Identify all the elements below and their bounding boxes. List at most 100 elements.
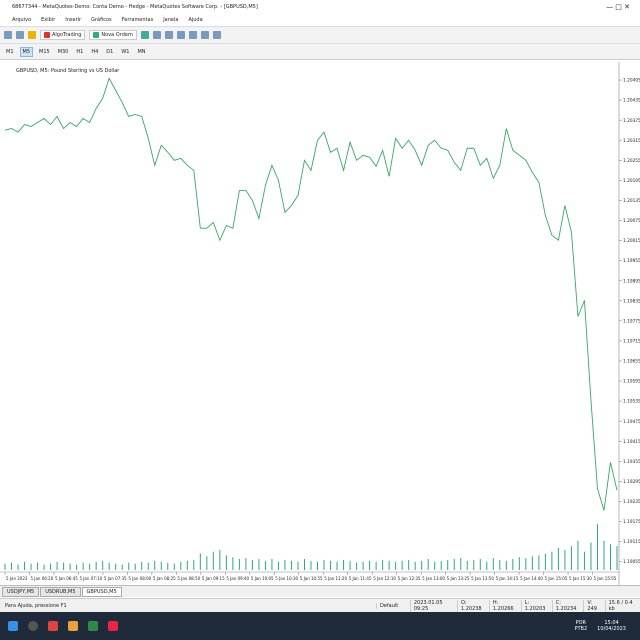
menu-item[interactable]: Ajuda bbox=[188, 17, 203, 23]
timeframe-button[interactable]: D1 bbox=[106, 48, 114, 55]
timeframe-bar: M1 M5 M15 M30 H1 H4 D1 W1 MN bbox=[0, 44, 640, 60]
language: POR bbox=[575, 620, 587, 626]
tool-icon[interactable] bbox=[4, 31, 12, 39]
menu-item[interactable]: Ferramentas bbox=[121, 17, 154, 23]
y-tick-label: 1.19595 bbox=[623, 379, 640, 385]
chart-title: GBPUSD, M5: Pound Sterling vs US Dollar bbox=[16, 68, 120, 74]
x-tick-label: 5 Jan 15:30 bbox=[569, 576, 592, 581]
y-tick-label: 1.19235 bbox=[623, 499, 640, 505]
timeframe-button[interactable]: H4 bbox=[91, 48, 99, 55]
timeframe-button[interactable]: M15 bbox=[39, 48, 50, 55]
title-bar: 68677344 - MetaQuotes-Demo: Conta Demo -… bbox=[0, 0, 640, 14]
status-open: O: 1.20238 bbox=[456, 599, 489, 612]
x-tick-label: 5 Jan 10:30 bbox=[275, 576, 298, 581]
x-tick-label: 5 Jan 13:25 bbox=[447, 576, 470, 581]
y-tick-label: 1.19955 bbox=[623, 258, 640, 264]
clock-time: 15:04 bbox=[604, 620, 619, 626]
language-indicator[interactable]: POR PTB2 bbox=[574, 620, 587, 632]
search-button[interactable] bbox=[28, 621, 38, 631]
y-tick-label: 1.20255 bbox=[623, 158, 640, 164]
tool-icon[interactable] bbox=[28, 31, 36, 39]
x-tick-label: 5 Jan 2023 bbox=[6, 576, 28, 581]
app-icon[interactable] bbox=[88, 621, 98, 631]
status-traffic: 15.6 / 0.4 kb bbox=[604, 599, 640, 612]
x-tick-label: 5 Jan 11:45 bbox=[349, 576, 372, 581]
button-label: Nova Ordem bbox=[101, 32, 133, 38]
tool-icon[interactable] bbox=[16, 31, 24, 39]
y-tick-label: 1.20195 bbox=[623, 178, 640, 184]
tool-icon[interactable] bbox=[152, 31, 161, 39]
tool-icon[interactable] bbox=[140, 31, 149, 39]
x-tick-label: 5 Jan 06:20 bbox=[30, 576, 53, 581]
button-label: AlgoTrading bbox=[52, 32, 82, 38]
tool-icon[interactable] bbox=[188, 31, 197, 39]
clock[interactable]: 15:04 10/04/2023 bbox=[597, 620, 640, 632]
menu-item[interactable]: Gráficos bbox=[91, 17, 112, 23]
status-bar: Para Ajuda, pressione F1 Default 2023.01… bbox=[0, 598, 640, 612]
menu-bar: Arquivo Exibir Inserir Gráficos Ferramentas J… bbox=[0, 14, 640, 26]
y-tick-label: 1.19415 bbox=[623, 439, 640, 445]
x-tick-label: 5 Jan 08:50 bbox=[177, 576, 200, 581]
y-tick-label: 1.19175 bbox=[623, 519, 640, 525]
y-tick-label: 1.19475 bbox=[623, 419, 640, 425]
tool-icon[interactable] bbox=[164, 31, 173, 39]
y-tick-label: 1.19775 bbox=[623, 318, 640, 324]
y-tick-label: 1.20135 bbox=[623, 198, 640, 204]
chart-tab[interactable]: USDRUB,M5 bbox=[40, 586, 81, 597]
chart-tab[interactable]: GBPUSD,M5 bbox=[81, 586, 122, 597]
x-tick-label: 5 Jan 12:35 bbox=[398, 576, 421, 581]
status-low: L: 1.20203 bbox=[520, 599, 552, 612]
window-title: 68677344 - MetaQuotes-Demo: Conta Demo -… bbox=[12, 4, 258, 10]
x-tick-label: 5 Jan 08:00 bbox=[128, 576, 151, 581]
timeframe-button[interactable]: M30 bbox=[57, 48, 69, 55]
menu-item[interactable]: Exibir bbox=[41, 17, 56, 23]
timeframe-button[interactable]: H1 bbox=[76, 48, 84, 55]
timeframe-button[interactable]: M1 bbox=[6, 48, 14, 55]
y-tick-label: 1.19355 bbox=[623, 459, 640, 465]
menu-item[interactable]: Janela bbox=[163, 17, 179, 23]
status-time: 2023.01.05 09:25 bbox=[409, 599, 457, 612]
menu-item[interactable]: Arquivo bbox=[12, 17, 32, 23]
x-tick-label: 5 Jan 14:15 bbox=[496, 576, 519, 581]
timeframe-button[interactable]: M5 bbox=[19, 46, 33, 57]
tool-icon[interactable] bbox=[200, 31, 209, 39]
y-tick-label: 1.19895 bbox=[623, 278, 640, 284]
y-tick-label: 1.19715 bbox=[623, 339, 640, 345]
app-icon[interactable] bbox=[108, 621, 118, 631]
start-button[interactable] bbox=[8, 621, 18, 631]
toolbar: AlgoTrading Nova Ordem bbox=[0, 26, 640, 44]
x-tick-label: 5 Jan 07:10 bbox=[79, 576, 102, 581]
keyboard-layout: PTB2 bbox=[574, 626, 588, 632]
status-profile: Default bbox=[375, 602, 410, 609]
y-tick-label: 1.19295 bbox=[623, 479, 640, 485]
y-tick-label: 1.19655 bbox=[623, 359, 640, 365]
x-tick-label: 5 Jan 09:40 bbox=[226, 576, 249, 581]
timeframe-button[interactable]: MN bbox=[137, 48, 146, 55]
tool-icon[interactable] bbox=[176, 31, 185, 39]
y-tick-label: 1.20495 bbox=[623, 78, 640, 84]
app-icon[interactable] bbox=[48, 621, 58, 631]
chart-background bbox=[0, 62, 640, 585]
x-tick-label: 5 Jan 12:10 bbox=[373, 576, 396, 581]
app-icon[interactable] bbox=[68, 621, 78, 631]
status-high: H: 1.20266 bbox=[488, 599, 521, 612]
status-volume: V: 249 bbox=[583, 599, 604, 612]
chart: GBPUSD, M5: Pound Sterling vs US Dollar … bbox=[0, 62, 640, 585]
x-tick-label: 5 Jan 10:55 bbox=[300, 576, 323, 581]
x-tick-label: 5 Jan 15:55 bbox=[594, 576, 617, 581]
x-tick-label: 5 Jan 08:25 bbox=[153, 576, 176, 581]
x-tick-label: 5 Jan 15:05 bbox=[545, 576, 568, 581]
x-tick-label: 5 Jan 14:40 bbox=[520, 576, 543, 581]
x-tick-label: 5 Jan 06:45 bbox=[55, 576, 78, 581]
price-line bbox=[4, 77, 618, 511]
menu-item[interactable]: Inserir bbox=[65, 17, 82, 23]
new-order-button[interactable]: Nova Ordem bbox=[89, 30, 137, 40]
timeframe-button[interactable]: W1 bbox=[121, 48, 130, 55]
chart-tab[interactable]: USDJPY,M5 bbox=[2, 586, 40, 597]
y-tick-label: 1.20375 bbox=[623, 118, 640, 124]
algotrading-button[interactable]: AlgoTrading bbox=[40, 30, 86, 40]
window-controls[interactable]: — □ ✕ bbox=[606, 3, 630, 11]
chart-tabs: USDJPY,M5 USDRUB,M5 GBPUSD,M5 bbox=[0, 585, 640, 597]
tool-icon[interactable] bbox=[212, 31, 221, 39]
